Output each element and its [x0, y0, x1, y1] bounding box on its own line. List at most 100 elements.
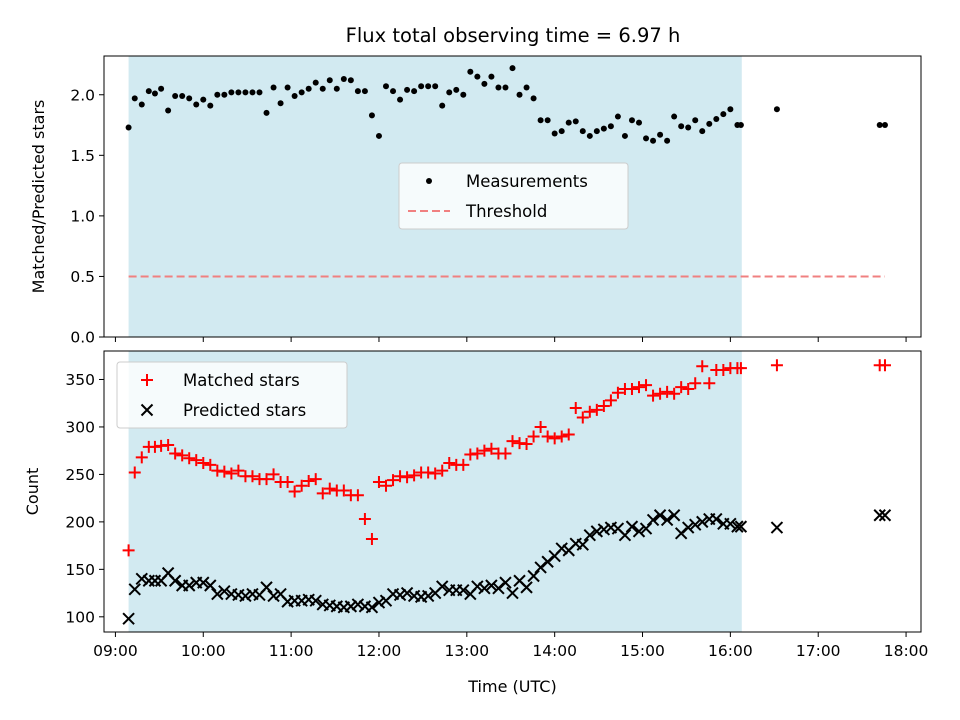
predicted-star-point [667, 509, 681, 522]
matched-star-point [555, 430, 568, 443]
predicted-star-point [478, 582, 491, 595]
measurement-point [411, 88, 418, 95]
x-tick-label: 09:00 [93, 642, 138, 660]
measurement-point [186, 95, 193, 102]
x-tick-label: 10:00 [181, 642, 226, 660]
x-tick-label: 15:00 [620, 642, 665, 660]
matched-star-point [734, 362, 747, 375]
measurement-point [138, 101, 145, 108]
measurement-point [319, 85, 326, 92]
measurement-point [495, 84, 502, 91]
top-y-tick-label: 0.5 [70, 268, 95, 286]
predicted-star-point [260, 581, 273, 594]
measurement-point [425, 83, 432, 90]
matched-star-point [260, 473, 273, 486]
count-panel: 100 150 200 250 300 350 09:00 10:00 11:00 12:00 1… [23, 350, 928, 696]
matched-star-point [246, 470, 259, 483]
matched-star-point [323, 482, 336, 495]
matched-star-point [267, 468, 280, 481]
measurement-point [193, 101, 200, 108]
measurement-point [773, 106, 780, 113]
predicted-star-point [211, 587, 224, 601]
predicted-star-point [696, 515, 709, 529]
measurement-point [685, 124, 692, 131]
matched-star-point [506, 435, 519, 448]
measurement-point [432, 83, 439, 90]
predicted-star-point [351, 598, 365, 611]
predicted-star-point [878, 509, 892, 522]
bottom-y-tick-label: 100 [65, 608, 95, 626]
predicted-star-point [128, 583, 141, 596]
measurement-point [876, 122, 883, 129]
predicted-star-point [527, 569, 540, 583]
matched-star-point [661, 385, 674, 398]
matched-star-point [696, 360, 709, 373]
measurement-point [270, 84, 277, 91]
predicted-star-point [344, 600, 358, 613]
matched-star-point [590, 403, 603, 416]
measurement-point [643, 135, 650, 142]
measurement-point [544, 117, 551, 124]
measurement-point [551, 130, 558, 137]
x-tick-label: 18:00 [884, 642, 929, 660]
matched-star-point [878, 359, 891, 372]
predicted-star-point [660, 513, 674, 527]
predicted-star-point [400, 586, 414, 600]
bottom-legend: Matched stars Predicted stars [116, 361, 348, 429]
predicted-star-point [632, 525, 646, 538]
measurement-point [298, 89, 305, 96]
matched-star-point [604, 394, 617, 407]
measurement-point [340, 76, 347, 83]
matched-star-point [232, 464, 245, 477]
measurement-point [558, 128, 565, 135]
x-tick-label: 14:00 [532, 642, 577, 660]
predicted-star-point [576, 538, 589, 551]
measurement-point [737, 122, 744, 129]
predicted-star-point [372, 596, 386, 609]
measurement-point [221, 91, 228, 98]
measurement-point [593, 128, 600, 135]
measurement-point [347, 77, 354, 84]
measurement-point [516, 91, 523, 98]
measurement-point [249, 89, 256, 96]
measurement-point [692, 117, 699, 124]
measurement-point [713, 115, 720, 122]
measurement-point [439, 102, 446, 109]
measurement-point [509, 65, 516, 72]
chart-title: Flux total observing time = 6.97 h [346, 24, 681, 47]
matched-star-point [471, 447, 484, 460]
measurement-point [158, 85, 165, 92]
matched-star-point [295, 479, 308, 492]
matched-star-point [534, 420, 547, 433]
matched-star-point [576, 411, 589, 424]
legend-measurement-marker [426, 178, 432, 184]
predicted-star-point [309, 594, 322, 607]
measurement-points [125, 65, 888, 144]
matched-star-point [443, 457, 456, 470]
top-y-tick-label: 1.5 [70, 147, 95, 165]
measurement-point [125, 124, 132, 131]
top-plot-frame [103, 55, 922, 338]
measurement-point [565, 119, 572, 126]
bottom-y-ticks: 100 150 200 250 300 350 [65, 371, 104, 626]
matched-star-point [436, 464, 449, 477]
predicted-star-point [485, 579, 498, 592]
matched-star-point [122, 544, 135, 557]
measurement-point [235, 89, 242, 96]
bottom-x-ticks: 09:00 10:00 11:00 12:00 13:00 14:00 15:00 16:00… [93, 632, 928, 660]
matched-star-point [204, 458, 217, 471]
measurement-point [523, 84, 530, 91]
predicted-star-point [506, 586, 519, 600]
matched-star-point [675, 381, 688, 394]
ratio-panel: 0.00.51.01.52.0 Matched/Predicted stars … [29, 55, 922, 347]
legend-threshold-label: Threshold [465, 202, 547, 221]
predicted-star-point [681, 521, 695, 534]
predicted-star-point [590, 525, 604, 538]
x-tick-label: 17:00 [796, 642, 841, 660]
matched-star-point [218, 465, 231, 478]
measurement-point [214, 91, 221, 98]
matched-star-point [337, 484, 350, 497]
matched-star-point [351, 489, 364, 502]
top-y-tick-label: 2.0 [70, 86, 95, 104]
predicted-star-point [122, 612, 135, 625]
